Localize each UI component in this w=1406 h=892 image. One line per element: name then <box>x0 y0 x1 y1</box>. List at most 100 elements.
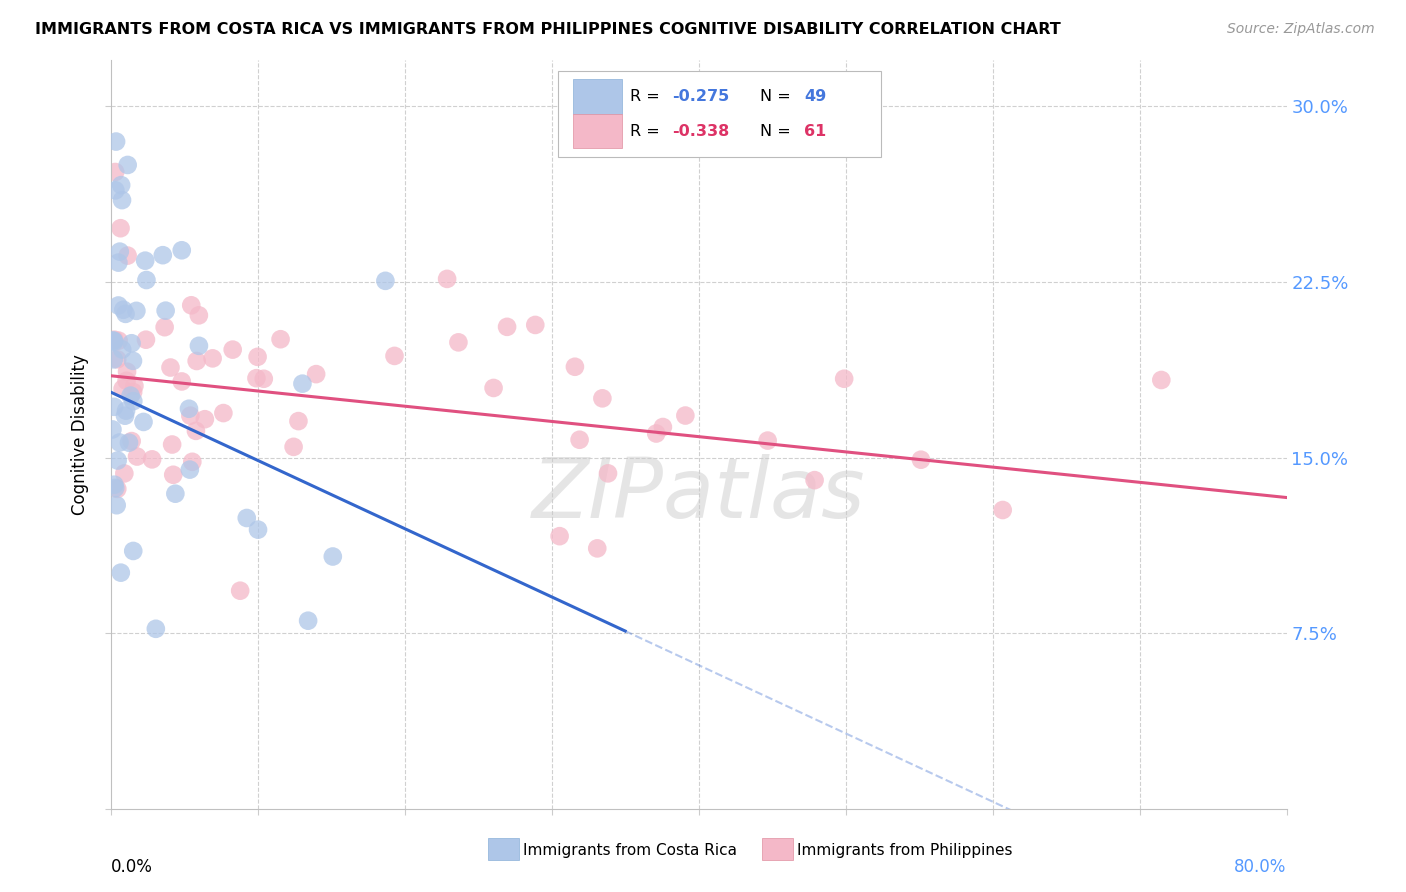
Point <box>112 302 135 317</box>
Point <box>125 450 148 464</box>
Point <box>132 415 155 429</box>
Point <box>107 453 129 467</box>
Point <box>103 334 125 349</box>
Text: IMMIGRANTS FROM COSTA RICA VS IMMIGRANTS FROM PHILIPPINES COGNITIVE DISABILITY C: IMMIGRANTS FROM COSTA RICA VS IMMIGRANTS… <box>35 22 1062 37</box>
Point <box>181 455 204 469</box>
Point <box>115 365 138 379</box>
Point <box>253 372 276 386</box>
Point <box>160 437 183 451</box>
Point <box>111 343 134 357</box>
Text: ZIPatlas: ZIPatlas <box>531 454 866 535</box>
Point <box>170 375 193 389</box>
Point <box>107 298 129 312</box>
Text: -0.338: -0.338 <box>672 124 728 139</box>
Point <box>115 403 138 417</box>
Point <box>135 273 157 287</box>
Point <box>177 401 200 416</box>
Point <box>105 352 128 367</box>
Text: R =: R = <box>630 124 665 139</box>
Point <box>287 414 309 428</box>
Point <box>229 583 252 598</box>
Point <box>152 248 174 262</box>
Point <box>103 333 125 347</box>
Point <box>991 503 1014 517</box>
Point <box>121 336 143 351</box>
Y-axis label: Cognitive Disability: Cognitive Disability <box>72 354 89 515</box>
FancyBboxPatch shape <box>572 114 623 148</box>
Point <box>596 467 619 481</box>
Text: Immigrants from Costa Rica: Immigrants from Costa Rica <box>523 843 737 857</box>
Point <box>482 381 505 395</box>
Point <box>104 183 127 197</box>
Point <box>1150 373 1173 387</box>
Point <box>283 440 305 454</box>
Point <box>122 544 145 558</box>
FancyBboxPatch shape <box>558 70 882 157</box>
Point <box>122 394 145 409</box>
Point <box>645 426 668 441</box>
Point <box>105 135 128 149</box>
Point <box>297 614 319 628</box>
Point <box>586 541 609 556</box>
Point <box>125 303 148 318</box>
Point <box>384 349 406 363</box>
Point <box>120 389 142 403</box>
Point <box>548 529 571 543</box>
Point <box>108 435 131 450</box>
Text: N =: N = <box>759 124 796 139</box>
Point <box>270 332 292 346</box>
Point <box>803 473 825 487</box>
Point <box>212 406 235 420</box>
Point <box>104 481 127 495</box>
Point <box>114 307 136 321</box>
Point <box>524 318 547 332</box>
Point <box>179 462 201 476</box>
Point <box>221 343 243 357</box>
Point <box>159 360 181 375</box>
Text: -0.275: -0.275 <box>672 89 728 104</box>
Point <box>186 354 208 368</box>
Point <box>103 352 125 367</box>
Point <box>104 165 127 179</box>
Point <box>651 420 673 434</box>
Point <box>121 434 143 448</box>
Point <box>101 334 124 348</box>
Point <box>122 385 145 400</box>
Point <box>180 298 202 312</box>
Point <box>105 498 128 512</box>
Point <box>832 372 855 386</box>
Point <box>117 249 139 263</box>
Point <box>910 452 932 467</box>
Point <box>107 255 129 269</box>
Point <box>568 433 591 447</box>
FancyBboxPatch shape <box>572 79 623 114</box>
Point <box>115 374 138 388</box>
Text: R =: R = <box>630 89 665 104</box>
Point <box>162 467 184 482</box>
Point <box>187 309 209 323</box>
Text: Source: ZipAtlas.com: Source: ZipAtlas.com <box>1227 22 1375 37</box>
Point <box>436 272 458 286</box>
Point <box>291 376 314 391</box>
Point <box>110 178 132 193</box>
Point <box>756 434 779 448</box>
Point <box>184 424 207 438</box>
Point <box>194 412 217 426</box>
Text: N =: N = <box>759 89 796 104</box>
Point <box>134 253 156 268</box>
Point <box>110 566 132 580</box>
Point <box>122 354 145 368</box>
Point <box>496 319 519 334</box>
Point <box>155 303 177 318</box>
Point <box>245 371 267 385</box>
Point <box>108 244 131 259</box>
Point <box>153 320 176 334</box>
Point <box>564 359 586 374</box>
Point <box>114 409 136 423</box>
Point <box>107 334 129 348</box>
Point <box>112 467 135 481</box>
Point <box>145 622 167 636</box>
Point <box>201 351 224 366</box>
Point <box>141 452 163 467</box>
Point <box>110 221 132 235</box>
